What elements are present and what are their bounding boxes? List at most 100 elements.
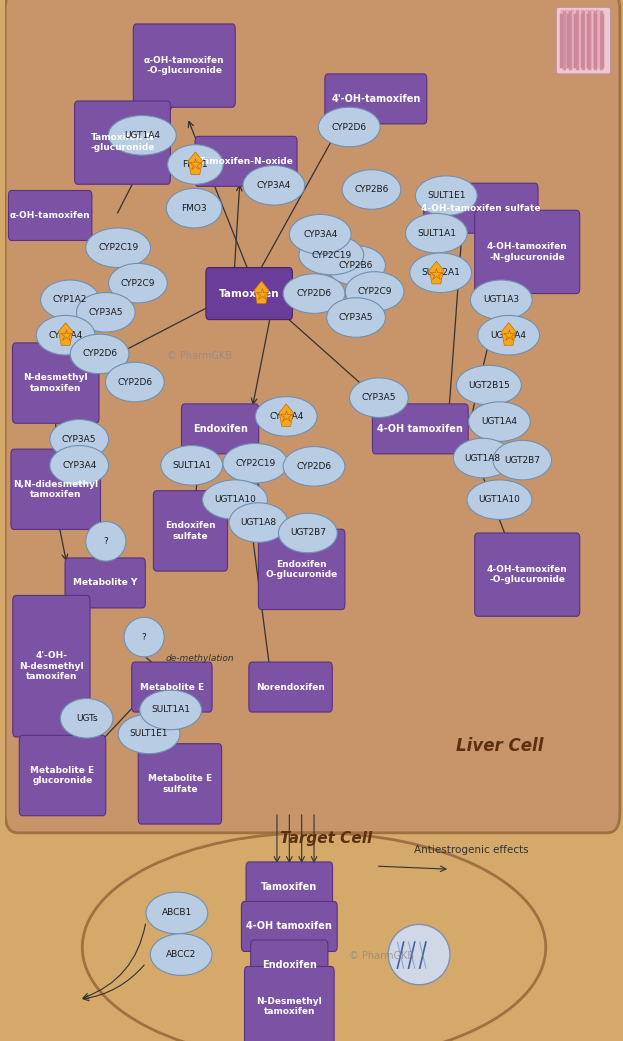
FancyBboxPatch shape: [9, 191, 92, 240]
FancyBboxPatch shape: [19, 735, 106, 816]
Text: CYP2C9: CYP2C9: [358, 287, 392, 296]
Ellipse shape: [278, 513, 337, 553]
Ellipse shape: [229, 503, 288, 542]
FancyBboxPatch shape: [11, 449, 100, 530]
FancyBboxPatch shape: [581, 10, 584, 68]
Text: CYP2C19: CYP2C19: [235, 459, 275, 467]
Ellipse shape: [342, 170, 401, 209]
Ellipse shape: [350, 378, 408, 417]
Ellipse shape: [388, 924, 450, 985]
FancyBboxPatch shape: [259, 529, 345, 610]
Ellipse shape: [108, 116, 176, 155]
FancyBboxPatch shape: [571, 10, 574, 68]
Polygon shape: [59, 323, 73, 346]
Polygon shape: [429, 261, 444, 284]
Text: CYP3A5: CYP3A5: [62, 435, 97, 443]
Text: CYP2C9: CYP2C9: [121, 279, 155, 287]
Text: Endoxifen: Endoxifen: [193, 424, 247, 434]
FancyBboxPatch shape: [246, 862, 333, 912]
Text: Liver Cell: Liver Cell: [455, 737, 543, 756]
Ellipse shape: [457, 365, 521, 405]
Polygon shape: [279, 404, 293, 427]
FancyBboxPatch shape: [325, 74, 427, 124]
FancyBboxPatch shape: [586, 10, 589, 68]
Text: FMO3: FMO3: [181, 204, 207, 212]
FancyBboxPatch shape: [373, 404, 468, 454]
Ellipse shape: [410, 253, 472, 293]
Text: ?: ?: [141, 633, 146, 641]
Ellipse shape: [223, 443, 288, 483]
Ellipse shape: [345, 272, 404, 311]
Text: CYP3A4: CYP3A4: [269, 412, 303, 421]
FancyBboxPatch shape: [475, 210, 580, 294]
Ellipse shape: [60, 699, 113, 738]
Text: Tamoxifen-N-oxide: Tamoxifen-N-oxide: [199, 157, 293, 166]
Text: 4-OH-tamoxifen
-N-glucuronide: 4-OH-tamoxifen -N-glucuronide: [487, 243, 568, 261]
Text: SULT1E1: SULT1E1: [130, 730, 168, 738]
Text: α-OH-tamoxifen: α-OH-tamoxifen: [10, 211, 90, 220]
Text: Tamoxifen: Tamoxifen: [261, 882, 318, 892]
FancyBboxPatch shape: [596, 10, 599, 68]
FancyBboxPatch shape: [561, 10, 564, 68]
Text: Tamoxifen: Tamoxifen: [219, 288, 280, 299]
Text: SULT1A1: SULT1A1: [417, 229, 456, 237]
Text: CYP2D6: CYP2D6: [297, 462, 331, 471]
Polygon shape: [502, 323, 516, 346]
Ellipse shape: [416, 176, 477, 215]
Text: CYP3A5: CYP3A5: [339, 313, 373, 322]
Ellipse shape: [166, 188, 222, 228]
Text: UGT1A4: UGT1A4: [124, 131, 160, 139]
FancyBboxPatch shape: [242, 902, 337, 951]
Ellipse shape: [82, 833, 546, 1041]
FancyBboxPatch shape: [556, 7, 611, 74]
Text: Metabolite Y: Metabolite Y: [73, 579, 137, 587]
Ellipse shape: [326, 298, 386, 337]
FancyBboxPatch shape: [244, 966, 334, 1041]
Ellipse shape: [478, 315, 540, 355]
Ellipse shape: [468, 402, 530, 441]
Text: 4-OH tamoxifen: 4-OH tamoxifen: [246, 921, 332, 932]
FancyBboxPatch shape: [591, 10, 594, 68]
Ellipse shape: [77, 293, 135, 332]
FancyBboxPatch shape: [181, 404, 259, 454]
Text: CYP2D6: CYP2D6: [117, 378, 153, 386]
FancyBboxPatch shape: [131, 662, 212, 712]
FancyBboxPatch shape: [249, 662, 332, 712]
Text: CYP2C19: CYP2C19: [312, 251, 351, 259]
Ellipse shape: [318, 107, 380, 147]
Text: Target Cell: Target Cell: [280, 831, 373, 845]
FancyBboxPatch shape: [475, 533, 580, 616]
Text: ABCB1: ABCB1: [162, 909, 192, 917]
Ellipse shape: [50, 446, 108, 485]
Ellipse shape: [118, 714, 180, 754]
Text: Tamoxifen-N
-glucuronide: Tamoxifen-N -glucuronide: [90, 133, 155, 152]
Text: ?: ?: [103, 537, 108, 545]
FancyBboxPatch shape: [566, 10, 569, 68]
Text: CYP2B6: CYP2B6: [354, 185, 389, 194]
Ellipse shape: [299, 235, 364, 275]
Text: CYP2D6: CYP2D6: [297, 289, 331, 298]
Text: de-methylation: de-methylation: [165, 655, 234, 663]
Ellipse shape: [150, 934, 212, 975]
Text: Endoxifen
sulfate: Endoxifen sulfate: [165, 522, 216, 540]
Text: UGT1A4: UGT1A4: [482, 417, 518, 426]
FancyBboxPatch shape: [12, 342, 99, 424]
Text: CYP2C19: CYP2C19: [98, 244, 138, 252]
Ellipse shape: [454, 438, 512, 478]
Text: UGT2B7: UGT2B7: [504, 456, 540, 464]
Text: Metabolite E: Metabolite E: [140, 683, 204, 691]
FancyBboxPatch shape: [133, 24, 235, 107]
Ellipse shape: [140, 690, 202, 730]
Ellipse shape: [146, 892, 207, 934]
Ellipse shape: [50, 420, 108, 459]
Text: 4'-OH-
N-desmethyl
tamoxifen: 4'-OH- N-desmethyl tamoxifen: [19, 652, 83, 681]
Ellipse shape: [70, 334, 129, 374]
Polygon shape: [254, 281, 269, 304]
Ellipse shape: [283, 274, 345, 313]
Text: 4-OH tamoxifen: 4-OH tamoxifen: [378, 424, 464, 434]
Ellipse shape: [36, 315, 95, 355]
Text: UGT1A8: UGT1A8: [240, 518, 277, 527]
Ellipse shape: [108, 263, 167, 303]
Text: Metabolite E
glucoronide: Metabolite E glucoronide: [31, 766, 95, 785]
Text: 4'-OH-tamoxifen: 4'-OH-tamoxifen: [331, 94, 421, 104]
